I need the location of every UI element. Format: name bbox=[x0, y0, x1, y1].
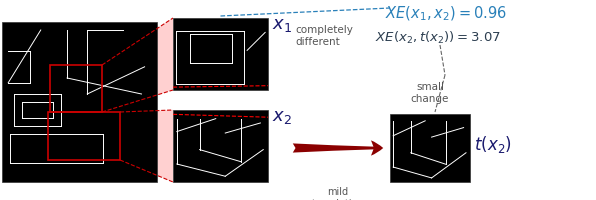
Bar bbox=[390, 114, 470, 182]
Text: $\mathbf{\mathit{x}}_1$: $\mathbf{\mathit{x}}_1$ bbox=[272, 16, 292, 34]
Text: $t(\mathbf{\mathit{x}}_2)$: $t(\mathbf{\mathit{x}}_2)$ bbox=[474, 134, 512, 155]
Polygon shape bbox=[120, 110, 173, 182]
Bar bbox=[50, 65, 102, 112]
Text: $XE(\mathbf{\mathit{x}}_2, t(\mathbf{\mathit{x}}_2)) = 3.07$: $XE(\mathbf{\mathit{x}}_2, t(\mathbf{\ma… bbox=[375, 30, 501, 46]
Text: small
change: small change bbox=[411, 82, 449, 104]
Text: $\mathbf{\mathit{x}}_2$: $\mathbf{\mathit{x}}_2$ bbox=[272, 108, 292, 126]
Bar bbox=[173, 18, 268, 90]
Text: completely
different: completely different bbox=[295, 25, 353, 47]
Text: $XE(\mathbf{\mathit{x}}_1, \mathbf{\mathit{x}}_2) = 0.96$: $XE(\mathbf{\mathit{x}}_1, \mathbf{\math… bbox=[385, 5, 507, 23]
Bar bbox=[2, 22, 157, 182]
Bar bbox=[48, 112, 120, 160]
Text: mild
translation: mild translation bbox=[312, 187, 364, 200]
Bar bbox=[173, 110, 268, 182]
Polygon shape bbox=[102, 18, 173, 112]
